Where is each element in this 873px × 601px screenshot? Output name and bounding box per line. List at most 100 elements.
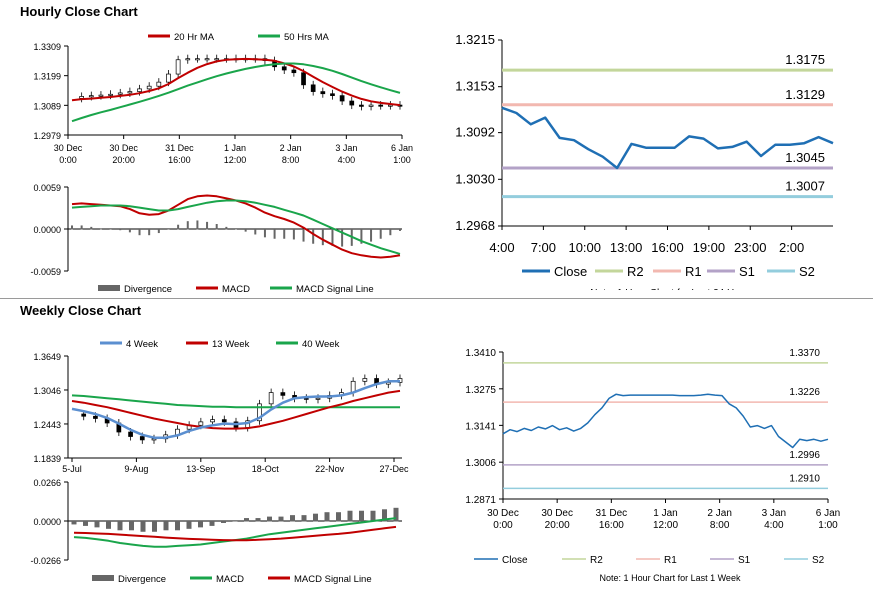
weekly-price-candle [128, 431, 133, 437]
weekly-hourly-ytick-label: 1.3141 [465, 421, 496, 432]
legend-hourly24-r2-label: R2 [627, 264, 644, 279]
weekly-hourly-xtick-date: 3 Jan [762, 508, 786, 519]
weekly-hourly-r2-label: 1.3370 [789, 348, 820, 359]
weekly-40wk-line [71, 394, 400, 409]
legend-13-week-label: 13 Week [212, 339, 250, 350]
hourly-price-ytick-label: 1.3309 [33, 42, 61, 52]
weekly-divergence-bar [83, 521, 88, 526]
weekly-macd-ytick-label: 0.0000 [33, 517, 61, 527]
hourly24-ytick-label: 1.3092 [455, 125, 495, 140]
hourly-price-candle [388, 104, 393, 107]
hourly-divergence-bar [273, 229, 276, 239]
legend-hourly-divergence-label: Divergence [124, 284, 172, 295]
weekly-divergence-bar [244, 518, 249, 522]
hourly24-xtick-label: 13:00 [610, 240, 643, 255]
hourly-price-candle [368, 104, 374, 107]
section-divider [0, 298, 873, 299]
weekly-divergence-bar [301, 515, 307, 522]
weekly-divergence-bar [117, 521, 123, 531]
weekly-hourly-xtick-date: 1 Jan [653, 508, 677, 519]
hourly-price-candle [301, 72, 306, 86]
weekly-hourly-ytick-label: 1.3006 [465, 458, 496, 469]
legend-hourly24-close-label: Close [554, 264, 587, 279]
hourly-ma50-line [71, 62, 401, 123]
weekly-price-xtick-label: 18-Oct [252, 464, 280, 474]
hourly-price-candle [214, 58, 220, 61]
weekly-divergence-bar [94, 521, 100, 528]
hourly-divergence-bar [302, 229, 305, 242]
hourly-price-candle [166, 73, 171, 83]
hourly-price-candle [204, 58, 210, 61]
hourly-divergence-bar [109, 229, 112, 230]
weekly-4wk-line [71, 380, 400, 439]
hourly-section-title: Hourly Close Chart [20, 4, 138, 19]
weekly-price-ytick-label: 1.3046 [33, 386, 61, 396]
hourly-divergence-bar [244, 229, 247, 232]
hourly-price-chart: 20 Hr MA 50 Hrs MA 1.3309 1.3199 1.3089 1.297… [33, 32, 413, 165]
hourly24-ytick-label: 1.3215 [455, 32, 495, 47]
weekly-hourly-xtick-time: 0:00 [493, 520, 513, 531]
weekly-divergence-bar [198, 521, 203, 528]
hourly-price-xtick-time: 8:00 [282, 155, 300, 165]
weekly-hourly-s1-label: 1.2996 [789, 450, 820, 461]
hourly-divergence-bar [360, 229, 363, 244]
hourly-divergence-bar [225, 226, 228, 230]
hourly-divergence-bar [215, 224, 218, 230]
hourly-divergence-bar [283, 229, 286, 239]
weekly-hourly-ytick-label: 1.3410 [465, 348, 496, 359]
hourly-price-ytick-label: 1.3089 [33, 101, 61, 111]
weekly-hourly-s2-label: 1.2910 [789, 473, 820, 484]
weekly-hourly-xtick-date: 30 Dec [541, 508, 573, 519]
hourly-price-candle [310, 84, 316, 92]
hourly-price-candle [195, 58, 200, 61]
weekly-hourly-xtick-time: 20:00 [545, 520, 570, 531]
weekly-divergence-bar [106, 521, 111, 529]
hourly-price-xtick-date: 1 Jan [224, 143, 246, 153]
hourly-price-ytick-label: 1.3199 [33, 72, 61, 82]
hourly-price-candle [378, 104, 384, 107]
hourly24-ytick-label: 1.3030 [455, 171, 495, 186]
hourly24-s1-label: 1.3045 [785, 150, 825, 165]
hourly-divergence-bar [399, 229, 401, 231]
hourly-divergence-bar [389, 229, 392, 236]
hourly-divergence-bar [331, 229, 334, 246]
hourly-price-candle [146, 85, 152, 90]
legend-hourly24-s2-label: S2 [799, 264, 815, 279]
hourly24-xtick-label: 23:00 [734, 240, 767, 255]
hourly-price-candle [137, 88, 142, 92]
weekly-hourly-xtick-time: 4:00 [764, 520, 784, 531]
legend-40-week-label: 40 Week [302, 339, 340, 350]
hourly-price-xtick-date: 30 Dec [109, 143, 138, 153]
weekly-divergence-bar [370, 510, 376, 522]
legend-weekly-divergence-label: Divergence [118, 574, 166, 585]
hourly-macd-chart: 0.0059 0.0000 -0.0059 Divergence MACD MACD Si… [30, 183, 402, 295]
hourly-divergence-bar [341, 229, 344, 247]
hourly24-xtick-label: 16:00 [651, 240, 684, 255]
hourly-divergence-bar [321, 229, 324, 246]
hourly24-xtick-label: 10:00 [568, 240, 601, 255]
weekly-divergence-bar [382, 509, 387, 522]
weekly-hourly-close-line [502, 393, 829, 449]
weekly-price-candle [221, 419, 227, 423]
hourly-price-candle [330, 93, 335, 96]
hourly24-r1-label: 1.3129 [785, 87, 825, 102]
hourly-price-candle [156, 81, 162, 87]
hourly-price-candle [339, 95, 345, 102]
hourly-divergence-bar [90, 226, 93, 230]
weekly-price-candle [93, 415, 98, 419]
hourly-price-candle [359, 104, 364, 107]
legend-hourly-signal-label: MACD Signal Line [296, 284, 374, 295]
hourly-price-candle [117, 92, 123, 95]
weekly-price-ytick-label: 1.3649 [33, 352, 61, 362]
hourly-price-xtick-date: 3 Jan [335, 143, 357, 153]
weekly-divergence-bar [140, 521, 146, 532]
weekly-price-candle [268, 392, 274, 405]
hourly-price-xtick-date: 6 Jan [391, 143, 413, 153]
hourly-macd-ytick-label: 0.0000 [33, 225, 61, 235]
hourly-price-xtick-time: 12:00 [224, 155, 247, 165]
weekly-hourly-xtick-time: 1:00 [818, 520, 838, 531]
weekly-signal-line [73, 525, 397, 542]
hourly-ma20-line [71, 57, 401, 107]
hourly-divergence-bar [235, 229, 237, 230]
